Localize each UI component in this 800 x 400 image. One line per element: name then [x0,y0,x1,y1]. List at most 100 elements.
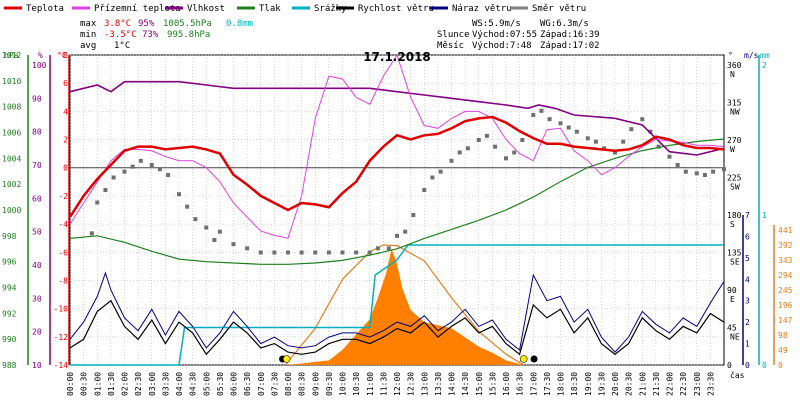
direction-label: SE [730,258,740,267]
wind-direction-point [476,138,481,142]
wind-direction-point [539,108,544,113]
time-tick-label: 12:00 [393,372,402,396]
time-tick-label: 02:30 [134,372,143,396]
pct-tick-label: 30 [32,294,42,303]
stat-max-press: 1005.5hPa [163,19,212,29]
time-tick-label: 10:30 [352,372,361,396]
stat-moon-rise: Východ:7:48 [472,41,532,51]
wind-direction-point [313,250,318,255]
wind-direction-point [531,113,536,117]
direction-label: E [730,295,735,304]
wind-direction-point [231,242,236,247]
rad-tick-label: 343 [778,256,793,265]
stat-moon-set: Západ:17:02 [540,41,600,51]
pct-unit: % [38,51,43,60]
hpa-tick-label: 1012 [2,51,21,60]
wind-direction-point [457,150,462,155]
rad-tick-label: 0 [778,361,783,370]
hpa-tick-label: 998 [2,232,17,241]
time-tick-label: 08:00 [284,372,293,396]
time-tick-label: 15:00 [475,372,484,396]
rad-tick-label: 49 [778,346,788,355]
time-tick-label: 10:00 [339,372,348,396]
wind-direction-point [722,167,726,172]
wind-direction-point [602,146,607,151]
hpa-tick-label: 1004 [2,154,21,163]
time-tick-label: 23:00 [693,372,702,396]
time-tick-label: 14:00 [448,372,457,396]
time-tick-label: 12:30 [407,372,416,396]
hpa-tick-label: 1008 [2,103,21,112]
temperature-line [68,115,725,218]
wind-direction-point [122,169,127,174]
ground-temperature-line [69,53,725,239]
time-tick-label: 07:00 [257,372,266,396]
time-tick-label: 20:00 [611,372,620,396]
hpa-tick-label: 996 [2,258,17,267]
wind-direction-point [95,200,100,205]
hpa-tick-label: 992 [2,309,17,318]
rad-tick-label: 441 [778,226,793,235]
direction-label: SW [730,183,740,192]
mm-tick-label: 2 [762,61,767,70]
wind-direction-point [138,158,143,163]
mm-unit: mm [760,51,770,60]
wind-speed-line [69,299,725,356]
pct-tick-label: 100 [32,61,47,70]
legend-label: Rychlost větru [358,4,434,14]
wind-direction-point [204,225,209,230]
wind-direction-point [656,144,661,149]
stat-max-hum: 95% [138,19,155,29]
deg-tick-label: 135 [727,249,742,258]
deg-tick-label: 90 [727,286,737,295]
hpa-tick-label: 990 [2,335,17,344]
ms-unit: m/s [744,51,759,60]
humidity-line [69,80,725,156]
temp-tick-label: -14 [54,361,69,370]
sun-curve [284,244,525,366]
time-tick-label: 01:30 [107,372,116,396]
wind-direction-point [558,121,563,126]
stat-min-temp: -3.5°C [104,30,137,40]
time-tick-label: 22:30 [679,372,688,396]
wind-direction-point [711,169,716,174]
deg-tick-label: 180 [727,211,742,220]
hpa-unit: hPa [4,51,19,60]
temp-tick-label: 6 [63,79,68,88]
time-tick-label: 11:30 [379,372,388,396]
stat-min-hum: 73% [142,30,159,40]
time-tick-label: 20:30 [625,372,634,396]
ms-tick-label: 3 [745,297,750,306]
hpa-tick-label: 1010 [2,77,21,86]
wind-direction-point [648,129,653,134]
legend-label: Přízemní teplota [94,4,181,14]
ms-tick-label: 6 [745,232,750,241]
wind-direction-point [130,164,135,169]
wind-direction-point [258,250,263,255]
hpa-tick-label: 988 [2,361,17,370]
time-tick-label: 09:00 [311,372,320,396]
chart-title: 17.1.2018 [363,50,431,64]
temp-tick-label: -6 [58,248,68,257]
rad-tick-label: 147 [778,316,793,325]
time-tick-label: 16:00 [502,372,511,396]
direction-label: NE [730,333,740,342]
pct-tick-label: 10 [32,361,42,370]
pct-tick-label: 90 [32,94,42,103]
temp-tick-label: 4 [63,107,68,116]
deg-unit: ° [728,51,733,60]
time-tick-label: 19:30 [597,372,606,396]
time-tick-label: 18:00 [557,372,566,396]
legend-label: Náraz větru [452,4,512,14]
wind-direction-point [702,173,707,177]
time-tick-label: 14:30 [461,372,470,396]
time-tick-label: 16:30 [516,372,525,396]
deg-tick-label: 315 [727,99,742,108]
temp-tick-label: 8 [63,51,68,60]
wind-direction-point [449,158,454,163]
pct-tick-label: 70 [32,161,42,170]
rad-tick-label: 98 [778,331,788,340]
wind-direction-point [299,250,304,255]
pct-tick-label: 80 [32,128,42,137]
